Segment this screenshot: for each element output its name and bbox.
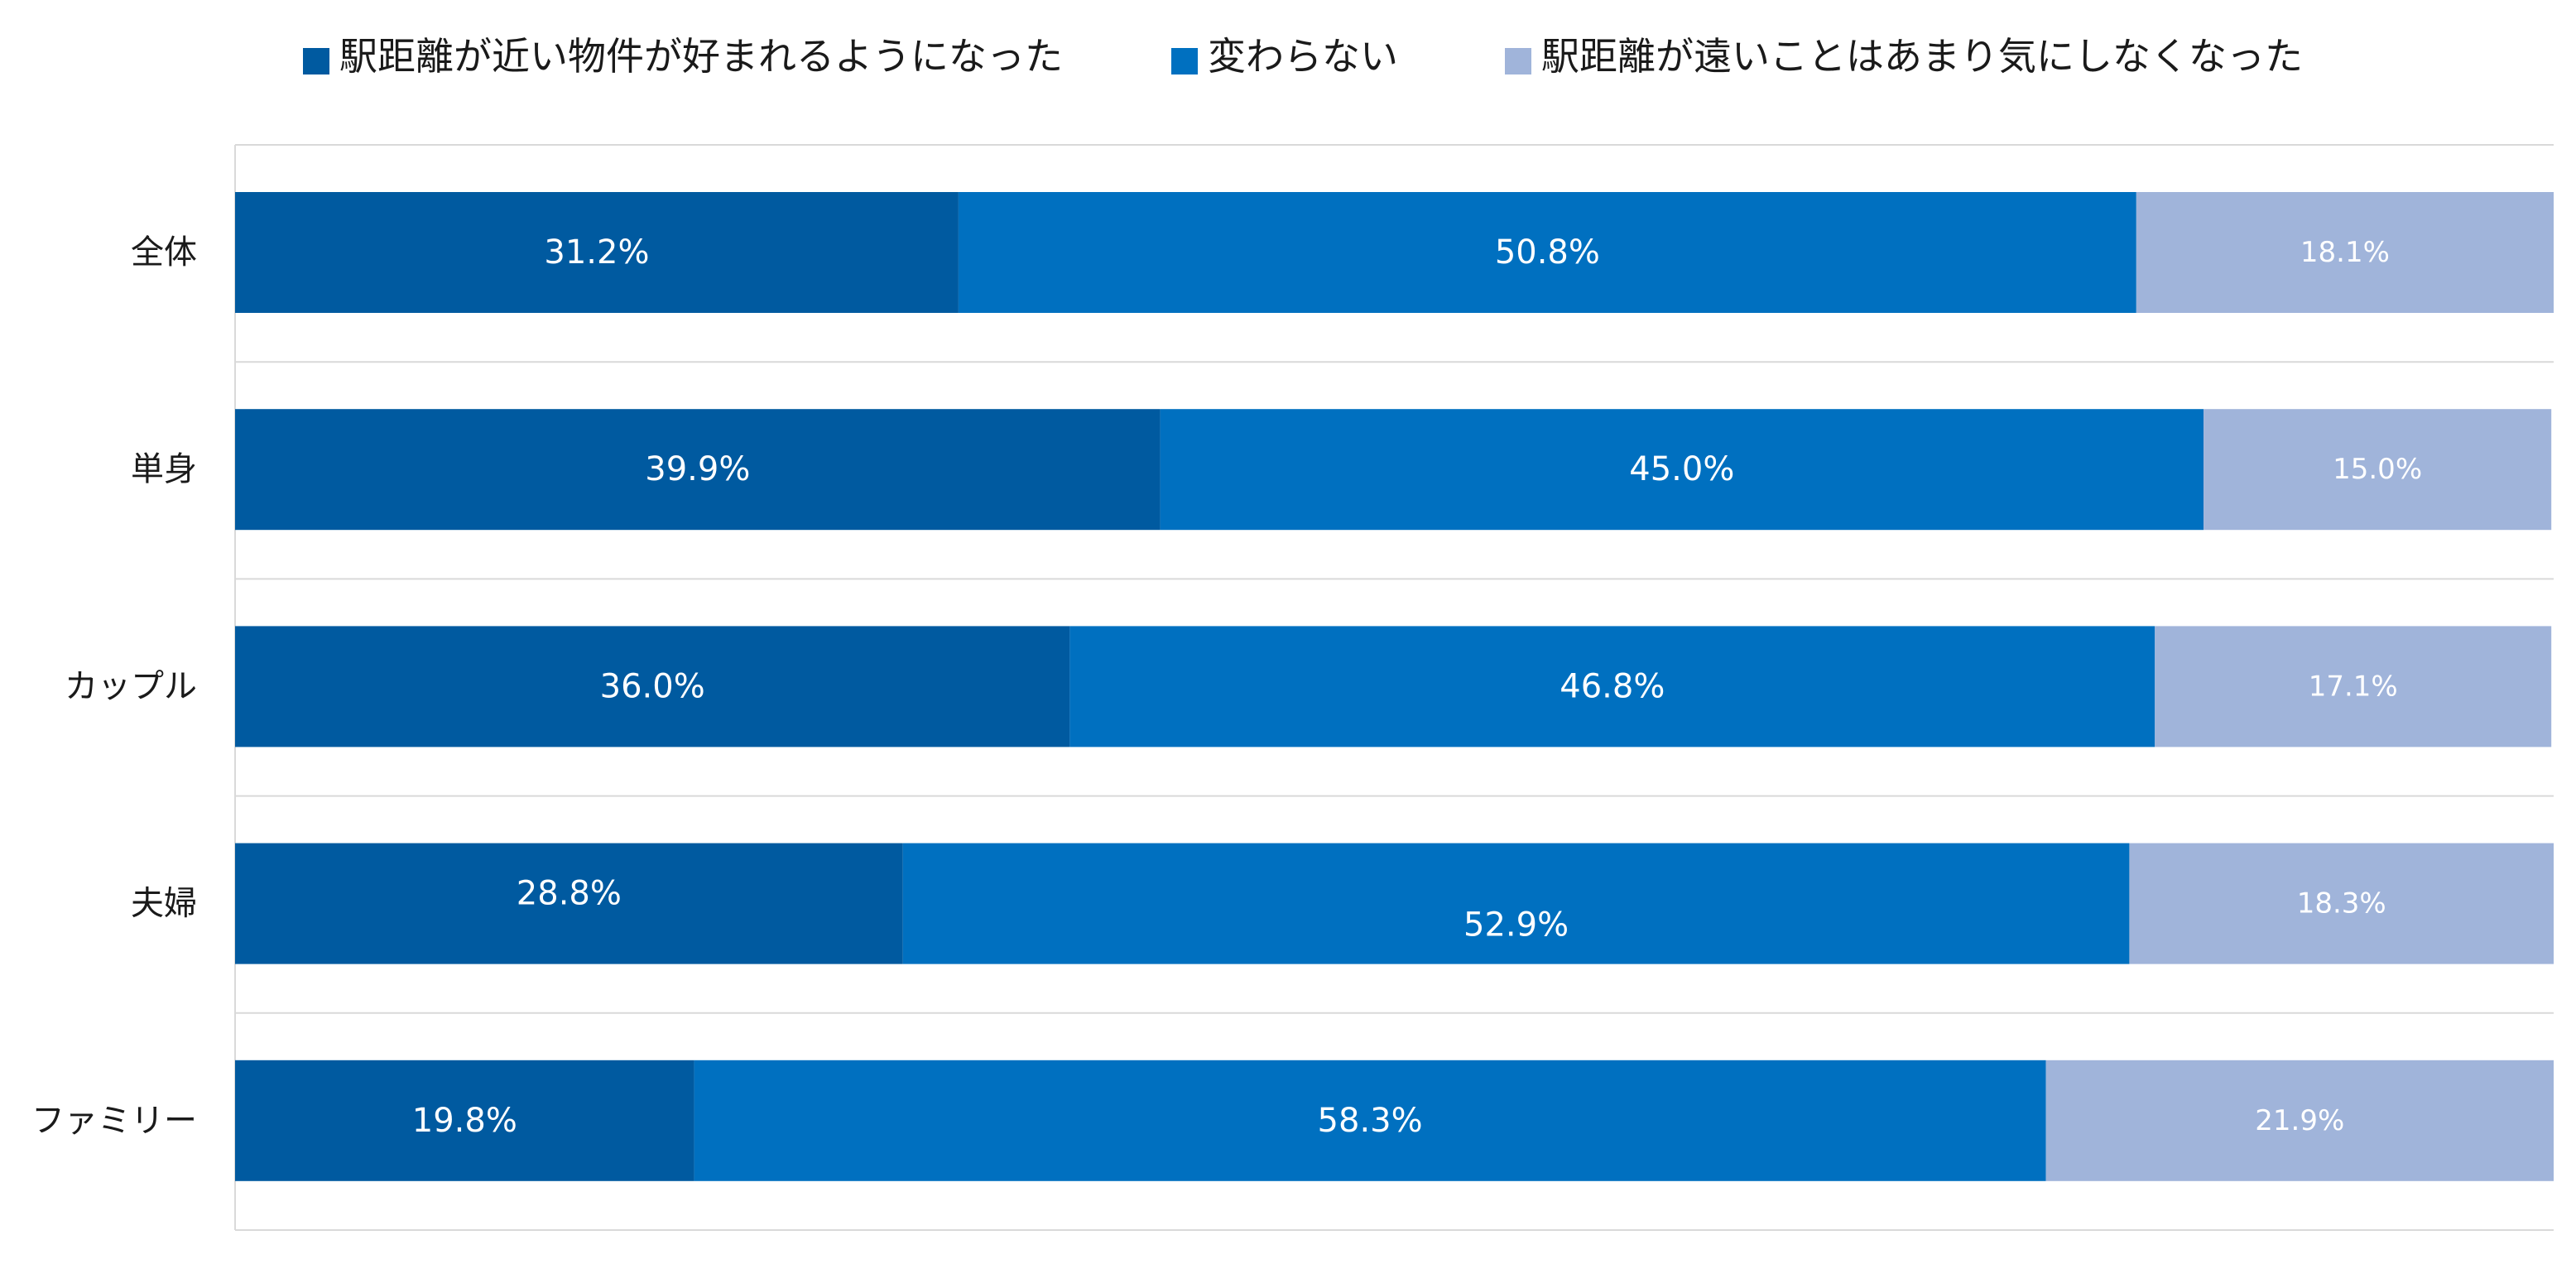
bar-segment xyxy=(902,843,2130,964)
legend-swatch xyxy=(1505,48,1531,74)
bar-segment xyxy=(235,409,1161,531)
bar-segment xyxy=(2129,843,2554,964)
bar-segment xyxy=(1160,409,2204,531)
legend-label: 駅距離が近い物件が好まれるようになった xyxy=(339,34,1063,79)
data-label: 58.3% xyxy=(1318,1102,1423,1140)
data-label: 17.1% xyxy=(2309,670,2398,703)
bar-segment xyxy=(2155,626,2552,747)
legend-swatch xyxy=(1171,48,1198,74)
data-label: 50.8% xyxy=(1495,233,1600,272)
bar-segment xyxy=(2136,192,2554,313)
bar-segment xyxy=(1069,626,2155,747)
data-label: 36.0% xyxy=(600,667,705,705)
legend-label: 駅距離が遠いことはあまり気にしなくなった xyxy=(1541,34,2303,79)
plot-area: 全体 31.2% 50.8% 18.1% 単身 39.9% 45.0% 15.0% カップル 36… xyxy=(31,144,2554,1231)
bar-segment xyxy=(2204,409,2552,531)
category-label: 夫婦 xyxy=(131,885,197,923)
data-label: 45.0% xyxy=(1629,450,1734,488)
bar-segment xyxy=(235,1060,694,1181)
bar-segment xyxy=(958,192,2136,313)
legend-swatch xyxy=(303,48,329,74)
data-label: 15.0% xyxy=(2333,453,2422,486)
legend-label: 変わらない xyxy=(1208,34,1398,79)
data-label: 28.8% xyxy=(517,875,622,913)
data-label: 18.1% xyxy=(2300,236,2390,269)
data-label: 18.3% xyxy=(2297,887,2386,920)
bar-segment xyxy=(235,192,959,313)
bar-segment xyxy=(235,626,1070,747)
data-label: 21.9% xyxy=(2255,1104,2344,1137)
category-label: カップル xyxy=(65,667,197,705)
category-label: 全体 xyxy=(131,233,197,272)
data-label: 39.9% xyxy=(645,450,750,488)
data-label: 19.8% xyxy=(412,1102,517,1140)
data-label: 52.9% xyxy=(1463,906,1569,944)
category-label: 単身 xyxy=(131,450,197,488)
data-label: 31.2% xyxy=(544,233,649,272)
bar-segment xyxy=(2045,1060,2554,1181)
legend: 駅距離が近い物件が好まれるようになった 変わらない 駅距離が遠いことはあまり気にしな… xyxy=(303,34,2303,79)
data-label: 46.8% xyxy=(1560,667,1665,705)
bar-segment xyxy=(235,843,903,964)
bar-segment xyxy=(694,1060,2046,1181)
category-label: ファミリー xyxy=(31,1102,197,1140)
